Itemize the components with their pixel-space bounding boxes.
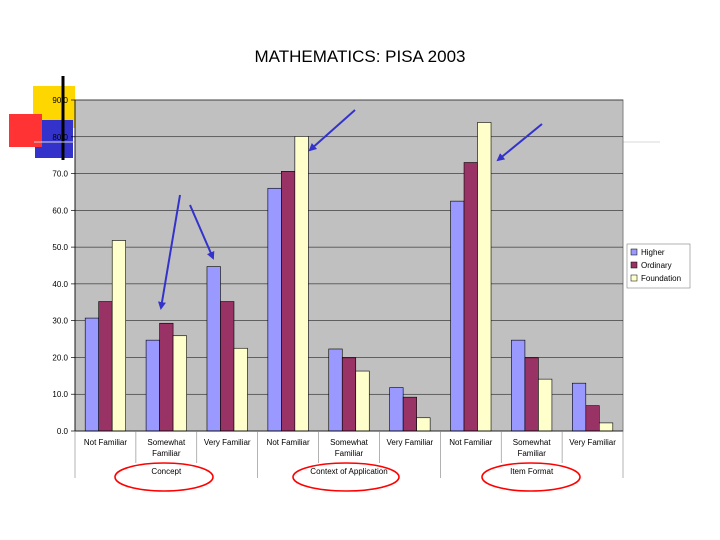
bar-foundation (355, 370, 370, 432)
annotation-circle (481, 462, 581, 492)
y-tick-label: 10.0 (52, 390, 68, 399)
bar-ordinary (585, 405, 600, 432)
bar-ordinary (281, 171, 296, 432)
x-category-label: Very Familiar (387, 438, 434, 447)
bar-higher (84, 317, 99, 432)
legend-box (626, 243, 691, 289)
bar-higher (328, 348, 343, 432)
bar-foundation (294, 136, 309, 432)
bar-foundation (111, 240, 126, 432)
bar-higher (145, 339, 160, 432)
annotation-arrow (158, 194, 181, 310)
x-category-label: Somewhat (330, 438, 369, 447)
y-axis: 0.0 10.0 20.0 30.0 40.0 50.0 60.0 70.0 80.0 90.0 (52, 96, 76, 436)
annotation-arrow (189, 204, 215, 260)
annotation-arrow (308, 109, 356, 152)
bar-ordinary (159, 322, 174, 432)
y-tick-label: 0.0 (57, 427, 69, 436)
bar-higher (572, 382, 587, 432)
slide-title: MATHEMATICS: PISA 2003 (254, 47, 466, 66)
x-group-label: Concept (151, 467, 182, 476)
legend-label: Foundation (641, 274, 681, 283)
bar-ordinary (220, 301, 235, 432)
legend-swatch (630, 261, 638, 269)
x-category-label: Not Familiar (84, 438, 127, 447)
annotation-circle (114, 462, 214, 492)
bar-ordinary (402, 396, 417, 432)
bar-higher (450, 200, 465, 432)
bar-ordinary (463, 162, 478, 432)
y-tick-label: 70.0 (52, 170, 68, 179)
bars (84, 122, 614, 432)
x-category-label: Familiar (335, 449, 364, 458)
x-category-label: Not Familiar (449, 438, 492, 447)
y-tick-label: 80.0 (52, 133, 68, 142)
annotations (114, 109, 581, 492)
x-category-label: Familiar (517, 449, 546, 458)
x-group-label: Item Format (510, 467, 554, 476)
bar-foundation (233, 347, 248, 432)
x-group-label: Context of Application (310, 467, 387, 476)
legend-label: Higher (641, 248, 665, 257)
x-category-label: Somewhat (513, 438, 552, 447)
annotation-circle (292, 462, 400, 492)
annotation-arrow (496, 123, 543, 162)
y-tick-label: 30.0 (52, 317, 68, 326)
x-axis-table: Not Familiar Somewhat Familiar Very Familia… (74, 430, 624, 478)
x-category-label: Not Familiar (267, 438, 310, 447)
bar-ordinary (98, 301, 113, 432)
bar-higher (206, 266, 221, 432)
y-tick-label: 50.0 (52, 243, 68, 252)
legend-swatch (630, 274, 638, 282)
legend: Higher Ordinary Foundation (626, 243, 691, 289)
bar-ordinary (341, 357, 357, 432)
bar-foundation (599, 422, 614, 432)
bar-foundation (538, 378, 553, 432)
x-category-label: Familiar (152, 449, 181, 458)
legend-swatch (630, 248, 638, 256)
y-tick-label: 20.0 (52, 353, 68, 362)
x-category-label: Somewhat (147, 438, 186, 447)
bar-foundation (477, 122, 492, 432)
y-tick-label: 90.0 (52, 96, 68, 105)
x-category-label: Very Familiar (204, 438, 251, 447)
y-tick-label: 60.0 (52, 206, 68, 215)
legend-label: Ordinary (641, 261, 672, 270)
bar-foundation (416, 417, 431, 432)
bar-higher (389, 387, 404, 432)
bar-foundation (172, 335, 187, 432)
bar-higher (267, 187, 282, 432)
bar-ordinary (524, 357, 539, 432)
y-tick-label: 40.0 (52, 280, 68, 289)
bar-higher (511, 339, 526, 432)
x-category-label: Very Familiar (569, 438, 616, 447)
